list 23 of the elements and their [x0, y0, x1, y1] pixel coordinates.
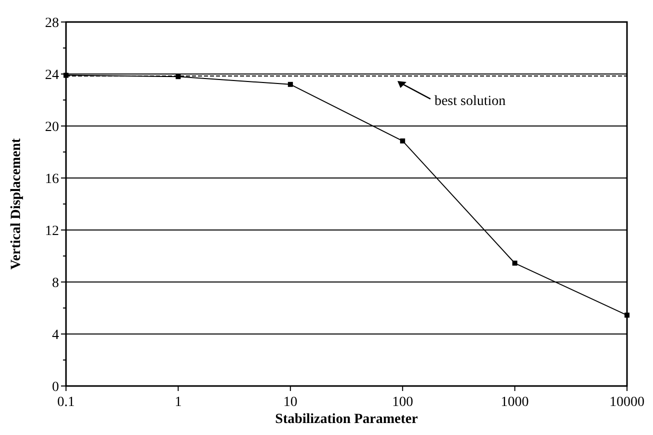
y-tick-label: 4: [52, 328, 59, 343]
x-tick-label: 0.1: [57, 395, 75, 410]
annotation: best solution: [434, 94, 506, 109]
y-tick-label: 24: [45, 68, 59, 83]
y-axis-title: Vertical Displacement: [9, 138, 24, 270]
x-tick-label: 1000: [500, 395, 529, 410]
x-tick-label: 1: [174, 395, 182, 410]
y-tick-label: 8: [52, 276, 59, 291]
y-tick-label: 0: [52, 380, 59, 395]
y-tick-label: 20: [45, 120, 59, 135]
point: [64, 72, 68, 78]
x-tick-label: 10000: [610, 395, 644, 410]
point: [624, 312, 630, 318]
y-tick-label: 12: [45, 224, 59, 239]
point: [512, 260, 518, 266]
x-axis-title: Stabilization Parameter: [275, 412, 418, 427]
y-tick-label: 28: [45, 16, 59, 31]
point: [400, 138, 406, 144]
point: [176, 74, 181, 80]
point: [288, 82, 293, 87]
y-tick-label: 16: [45, 172, 59, 187]
x-tick-label: 100: [392, 395, 414, 410]
x-tick-label: 10: [283, 395, 298, 410]
